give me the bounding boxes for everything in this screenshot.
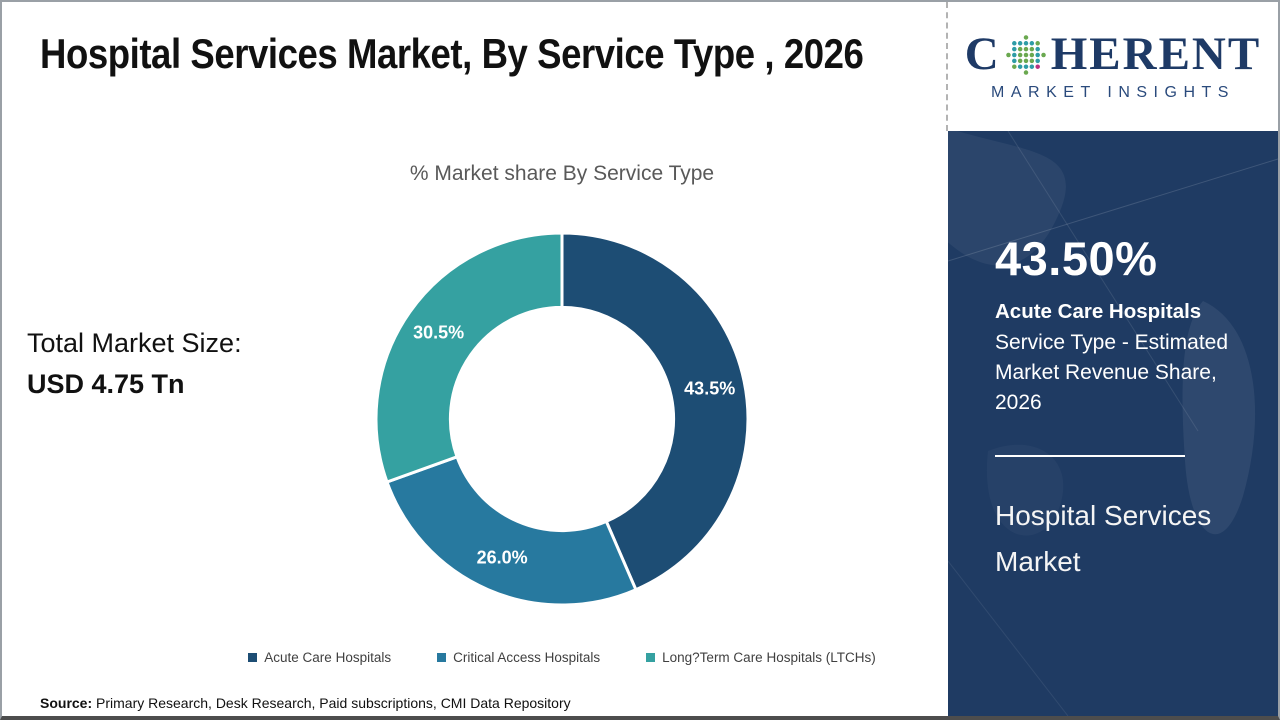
globe-dot <box>1017 52 1023 57</box>
globe-dot <box>1035 52 1040 57</box>
chart-title: % Market share By Service Type <box>409 162 715 185</box>
globe-dot <box>1023 46 1028 51</box>
slice-label-1: 43.5% <box>684 378 735 398</box>
dashed-divider <box>946 2 948 131</box>
highlight-sidebar: 43.50% Acute Care Hospitals Service Type… <box>948 131 1278 716</box>
legend-marker-icon <box>437 653 447 662</box>
logo-area: C HERENT MARKET INSIGHTS <box>948 2 1278 131</box>
legend-marker-icon <box>248 653 258 662</box>
donut-slice-2 <box>385 455 638 607</box>
globe-dot <box>1023 40 1028 46</box>
globe-dot <box>1029 46 1034 51</box>
globe-dot <box>1017 63 1023 69</box>
source-text: Primary Research, Desk Research, Paid su… <box>92 695 571 711</box>
market-name: Hospital Services Market <box>995 500 1212 577</box>
globe-dot <box>1017 58 1023 63</box>
donut-chart: 43.5% 26.0% 30.5% <box>352 209 772 629</box>
slice-label-2: 26.0% <box>477 547 528 567</box>
coherent-logo: C HERENT <box>965 31 1261 78</box>
logo-text-herent: HERENT <box>1050 28 1262 80</box>
legend-marker-icon <box>646 653 656 662</box>
globe-dot <box>1023 63 1028 69</box>
globe-dot <box>1041 52 1046 57</box>
total-market-size-label: Total Market Size: <box>27 328 242 358</box>
globe-dot <box>1029 40 1034 46</box>
globe-dot <box>1035 40 1040 46</box>
globe-dot <box>1029 63 1034 69</box>
globe-dot <box>1017 46 1023 51</box>
globe-dot <box>1005 52 1011 57</box>
globe-dot <box>1017 40 1023 46</box>
globe-dot <box>1029 52 1034 57</box>
donut-slice-1 <box>560 231 750 592</box>
source-note: Source: Primary Research, Desk Research,… <box>40 695 571 711</box>
highlight-stat-value: 43.50% <box>995 232 1158 285</box>
globe-dot <box>1011 52 1017 57</box>
chart-legend: Acute Care Hospitals Critical Access Hosp… <box>122 650 1002 665</box>
logo-subtitle: MARKET INSIGHTS <box>991 84 1235 101</box>
globe-dot <box>1029 58 1034 63</box>
highlight-stat-description: Service Type - Estimated Market Revenue … <box>995 331 1229 414</box>
legend-label: Acute Care Hospitals <box>264 650 392 665</box>
globe-dot <box>1011 63 1017 69</box>
globe-dot <box>1035 46 1040 51</box>
source-label: Source: <box>40 695 93 711</box>
legend-label: Critical Access Hospitals <box>453 650 601 665</box>
world-map-texture <box>948 131 1278 716</box>
globe-dot <box>1023 52 1028 57</box>
sidebar-content: 43.50% Acute Care Hospitals Service Type… <box>995 131 1243 584</box>
donut-slice-3 <box>374 231 564 484</box>
sidebar-divider-line <box>995 455 1185 458</box>
total-market-size-value: USD 4.75 Tn <box>27 369 185 399</box>
globe-dot <box>1011 40 1017 46</box>
highlight-segment-name: Acute Care Hospitals <box>995 300 1202 323</box>
legend-item-3: Long?Term Care Hospitals (LTCHs) <box>646 650 876 665</box>
globe-dot <box>1023 69 1028 75</box>
globe-dot <box>1011 58 1017 63</box>
page-title: Hospital Services Market, By Service Typ… <box>40 30 864 77</box>
globe-dot <box>1011 46 1017 51</box>
legend-item-1: Acute Care Hospitals <box>248 650 391 665</box>
globe-dot <box>1035 58 1040 63</box>
globe-dot <box>1023 58 1028 63</box>
donut-chart-svg: 43.5% 26.0% 30.5% <box>374 231 750 607</box>
slice-label-3: 30.5% <box>413 322 464 342</box>
logo-text-c: C <box>964 28 1001 80</box>
total-market-size-block: Total Market Size: USD 4.75 Tn <box>27 328 242 400</box>
globe-dot <box>1023 34 1028 40</box>
coherent-logo-globe-icon <box>1005 34 1046 75</box>
legend-item-2: Critical Access Hospitals <box>437 650 600 665</box>
globe-dot <box>1035 63 1040 69</box>
legend-label: Long?Term Care Hospitals (LTCHs) <box>662 650 876 665</box>
main-panel: Hospital Services Market, By Service Typ… <box>2 2 948 716</box>
